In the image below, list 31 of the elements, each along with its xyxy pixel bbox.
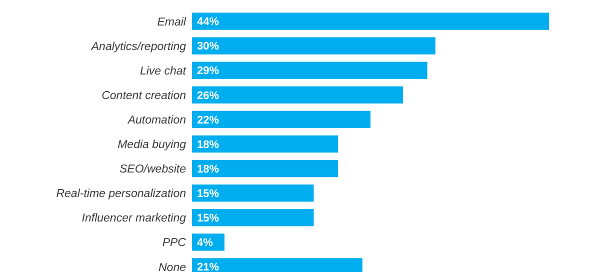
y-tick-label: Live chat (140, 65, 187, 78)
y-tick-label: SEO/website (120, 164, 186, 176)
y-tick-label: Media buying (118, 139, 187, 152)
bar (192, 160, 338, 178)
bar (192, 37, 436, 54)
y-tick-label: Email (157, 16, 186, 28)
y-tick-label: Automation (126, 114, 186, 126)
y-tick-label: Influencer marketing (82, 212, 187, 225)
data-label: 15% (197, 188, 220, 200)
bar (192, 135, 338, 153)
y-tick-label: PPC (162, 237, 187, 250)
y-tick-label: Analytics/reporting (90, 40, 187, 53)
bar (192, 209, 314, 226)
data-label: 30% (197, 40, 220, 53)
data-label: 15% (197, 212, 220, 224)
bar (192, 110, 370, 128)
bar (192, 184, 314, 202)
data-label: 21% (197, 262, 220, 272)
y-tick-label: Real-time personalization (56, 188, 186, 200)
bar (192, 86, 403, 104)
data-label: 26% (197, 90, 220, 102)
data-label: 22% (197, 114, 220, 126)
data-label: 4% (197, 237, 214, 250)
y-tick-label: Content creation (102, 90, 186, 102)
y-tick-label: None (158, 262, 186, 272)
bar (192, 12, 549, 30)
bar (192, 62, 428, 79)
data-label: 18% (197, 138, 220, 151)
data-label: 44% (197, 16, 220, 28)
data-label: 18% (197, 163, 220, 176)
data-label: 29% (197, 65, 220, 78)
